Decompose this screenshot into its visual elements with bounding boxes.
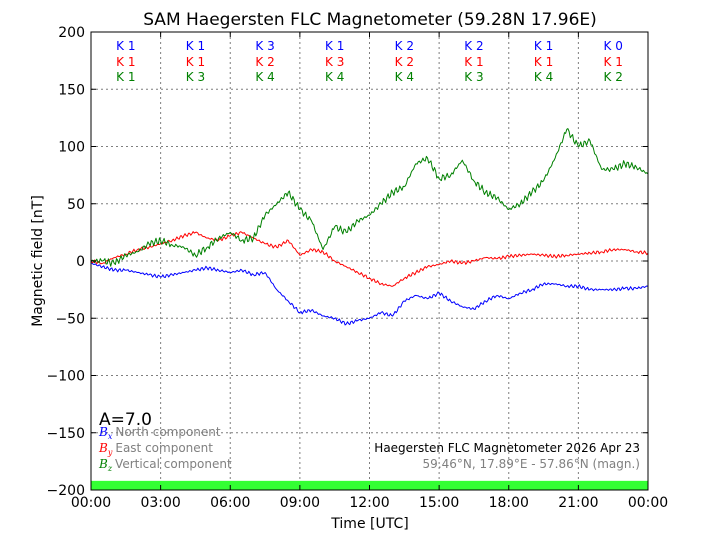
k-index-bz: K 4 [534,70,553,84]
plot-frame [90,31,649,491]
y-tick-label: 150 [58,82,85,98]
legend-subscript: z [107,464,113,473]
x-tick-label: 12:00 [349,495,389,511]
x-tick-label: 03:00 [140,495,180,511]
a-index-annotation: A=7.0 [99,410,152,430]
legend: Bx North component By East component Bz Ver… [98,425,232,473]
y-tick-label: 100 [58,140,85,156]
k-index-by: K 1 [604,55,623,69]
k-index-bx: K 2 [395,39,414,53]
station-label: Haegersten FLC Magnetometer 2026 Apr 23 [374,441,640,455]
k-index-bx: K 3 [255,39,274,53]
y-tick-label: −200 [47,483,85,499]
legend-item-bz: Bz Vertical component [98,457,232,473]
k-index-bx: K 1 [186,39,205,53]
x-tick-label: 00:00 [628,495,668,511]
axis-ticks: 00:00 03:00 06:00 09:00 12:00 15:00 18:00 21:00… [47,25,669,511]
k-index-by: K 3 [325,55,344,69]
chart-title: SAM Haegersten FLC Magnetometer (59.28N … [143,10,597,30]
k-index-bz: K 4 [255,70,274,84]
series-layer [90,128,649,326]
k-index-by: K 2 [255,55,274,69]
k-index-bx: K 0 [604,39,623,53]
x-tick-label: 09:00 [280,495,320,511]
x-tick-label: 00:00 [71,495,111,511]
grid-lines [91,32,648,490]
legend-label: North component [115,425,221,439]
legend-symbol: B [98,441,108,455]
k-index-bz: K 3 [464,70,483,84]
y-tick-label: 200 [58,25,85,41]
series-line-bz [90,128,649,267]
legend-subscript: x [108,432,113,441]
y-tick-label: −50 [55,311,85,327]
y-tick-label: 50 [67,197,85,213]
k-index-bx: K 1 [116,39,135,53]
k-index-bx: K 1 [534,39,553,53]
x-tick-label: 06:00 [210,495,250,511]
k-index-bx: K 2 [464,39,483,53]
series-line-bx [91,262,649,326]
x-tick-label: 18:00 [489,495,529,511]
x-tick-label: 15:00 [419,495,459,511]
legend-symbol: B [98,457,108,471]
legend-subscript: y [107,448,113,457]
k-index-by: K 2 [395,55,414,69]
k-index-by: K 1 [464,55,483,69]
legend-label: Vertical component [115,457,232,471]
legend-symbol: B [98,425,108,439]
legend-label: East component [115,441,213,455]
y-tick-label: 0 [76,254,85,270]
k-index-bz: K 3 [186,70,205,84]
k-index-bz: K 1 [116,70,135,84]
y-axis-label: Magnetic field [nT] [30,195,46,327]
k-index-by: K 1 [534,55,553,69]
legend-item-by: By East component [98,441,213,457]
k-index-by: K 1 [186,55,205,69]
legend-item-bx: Bx North component [98,425,221,441]
x-axis-label: Time [UTC] [330,516,408,532]
k-index-by: K 1 [116,55,135,69]
y-tick-label: −150 [47,426,85,442]
y-tick-label: −100 [47,369,85,385]
k-index-bz: K 4 [395,70,414,84]
k-index-bx: K 1 [325,39,344,53]
coordinates-label: 59.46°N, 17.89°E - 57.86°N (magn.) [423,457,640,471]
x-tick-label: 21:00 [558,495,598,511]
series-line-by [90,231,649,287]
k-index-bz: K 4 [325,70,344,84]
k-index-bz: K 2 [604,70,623,84]
